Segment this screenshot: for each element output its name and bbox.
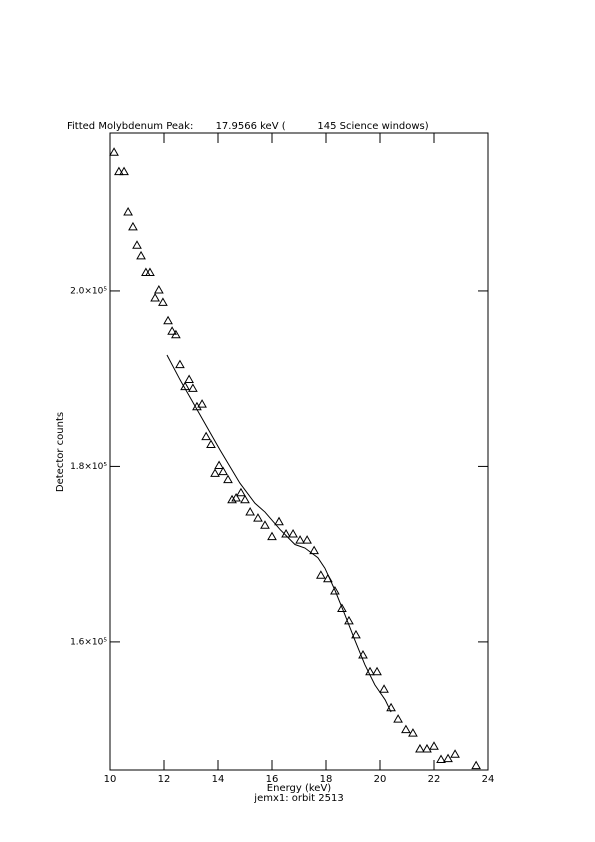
- fit-line: [166, 354, 392, 713]
- data-point: [197, 399, 207, 408]
- data-point: [150, 292, 160, 302]
- x-tick-label: 14: [212, 774, 225, 785]
- data-point: [401, 724, 411, 734]
- data-point: [128, 221, 138, 231]
- data-point: [163, 315, 173, 325]
- data-point: [171, 329, 181, 339]
- chart-title: Fitted Molybdenum Peak: 17.9566 keV ( 14…: [67, 121, 429, 132]
- data-point: [415, 743, 425, 753]
- data-point: [372, 666, 382, 676]
- data-point: [422, 743, 432, 753]
- data-point: [450, 749, 460, 758]
- x-tick-label: 22: [428, 774, 441, 785]
- data-point: [109, 147, 119, 156]
- y-axis-label: Detector counts: [55, 412, 66, 492]
- data-point: [218, 466, 228, 476]
- data-point: [223, 474, 233, 484]
- data-point: [436, 754, 446, 763]
- y-tick-label: 2.0×10⁵: [70, 286, 107, 296]
- data-point: [175, 359, 185, 369]
- subtitle: jemx1: orbit 2513: [253, 793, 343, 804]
- data-point: [393, 714, 403, 723]
- data-point: [471, 760, 481, 770]
- data-point: [316, 570, 326, 579]
- data-point: [302, 535, 312, 544]
- data-point: [132, 240, 142, 249]
- data-point: [337, 603, 347, 613]
- data-point: [288, 528, 298, 538]
- x-tick-label: 20: [374, 774, 387, 785]
- data-point: [167, 326, 177, 335]
- data-point: [260, 520, 270, 529]
- data-point: [330, 586, 340, 595]
- data-point: [236, 487, 246, 497]
- data-point: [114, 166, 124, 176]
- data-point: [253, 513, 263, 522]
- data-point: [188, 383, 198, 392]
- data-point: [206, 439, 216, 448]
- data-point: [158, 297, 168, 306]
- data-point: [408, 728, 418, 737]
- data-point: [123, 206, 133, 216]
- data-point: [136, 250, 146, 260]
- data-point: [231, 492, 241, 502]
- data-point: [214, 460, 224, 470]
- data-point: [145, 267, 155, 277]
- data-point: [309, 545, 319, 555]
- x-tick-label: 12: [158, 774, 171, 785]
- data-point: [227, 494, 237, 504]
- data-point: [210, 468, 220, 477]
- x-tick-label: 18: [320, 774, 333, 785]
- data-point: [154, 285, 164, 294]
- x-tick-label: 16: [266, 774, 279, 785]
- data-point: [443, 753, 453, 763]
- data-point: [351, 629, 361, 639]
- x-tick-label: 10: [104, 774, 117, 785]
- y-tick-label: 1.8×10⁵: [70, 462, 107, 472]
- data-point: [379, 684, 389, 693]
- data-point: [201, 431, 211, 441]
- x-axis-label: Energy (keV): [267, 783, 332, 794]
- plot-frame: [109, 132, 489, 771]
- y-tick-label: 1.6×10⁵: [70, 637, 107, 647]
- data-point: [267, 531, 277, 541]
- data-point: [429, 741, 439, 750]
- data-point: [274, 516, 284, 526]
- data-point: [245, 507, 255, 516]
- data-point: [119, 166, 129, 176]
- data-point: [240, 494, 250, 504]
- data-point: [295, 535, 305, 544]
- x-tick-label: 24: [482, 774, 495, 785]
- data-point: [184, 374, 194, 384]
